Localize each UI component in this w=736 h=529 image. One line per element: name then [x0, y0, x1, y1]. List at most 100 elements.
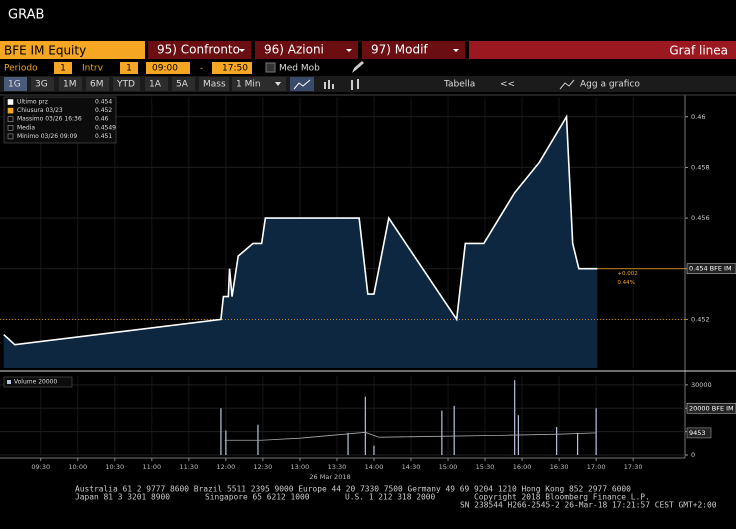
- interval-box[interactable]: [120, 62, 138, 74]
- dropdown-arrow: [346, 49, 352, 52]
- period-box[interactable]: [54, 62, 72, 74]
- add-to-chart-button[interactable]: Agg a grafico: [580, 80, 640, 90]
- menu-button-label[interactable]: 95) Confronto: [157, 43, 240, 57]
- volume-legend-box: [3, 376, 73, 388]
- dropdown-arrow: [453, 49, 459, 52]
- x-tick-label: 11:30: [179, 463, 198, 471]
- legend-label: Media: [17, 124, 35, 131]
- back-button[interactable]: <<: [500, 80, 515, 90]
- legend-value: 0.451: [95, 133, 112, 140]
- x-tick-label: 14:00: [365, 463, 384, 471]
- bar-icon[interactable]: [324, 80, 334, 89]
- view-bar: [469, 41, 736, 59]
- y-tick-label-highlight: 0.454 BFE IM: [689, 265, 732, 273]
- range-button[interactable]: [31, 77, 54, 91]
- end-time[interactable]: 17:50: [222, 64, 248, 74]
- range-label[interactable]: 3G: [35, 80, 48, 90]
- menu-button-label[interactable]: 97) Modif: [371, 43, 428, 57]
- interval-value[interactable]: 1: [126, 64, 132, 74]
- change-label: +0.002: [617, 271, 637, 277]
- range-button[interactable]: [59, 77, 82, 91]
- range-button[interactable]: [145, 77, 168, 91]
- range-label[interactable]: 6M: [90, 80, 104, 90]
- interval-dropdown[interactable]: [232, 77, 286, 91]
- app-title: GRAB: [8, 8, 44, 23]
- range-label[interactable]: 1A: [149, 80, 162, 90]
- range-label[interactable]: YTD: [116, 80, 135, 90]
- x-tick-label: 15:30: [476, 463, 495, 471]
- y-tick-label: 0.456: [691, 214, 710, 222]
- x-tick-label: 13:30: [328, 463, 347, 471]
- interval-label: Intrv: [82, 64, 104, 74]
- interval-dropdown-label[interactable]: 1 Min: [236, 80, 261, 90]
- range-label[interactable]: 5A: [176, 80, 189, 90]
- security-field[interactable]: [0, 41, 145, 59]
- table-button[interactable]: Tabella: [443, 80, 475, 90]
- y-tick-label: 0: [691, 451, 695, 459]
- x-tick-label: 17:30: [624, 463, 643, 471]
- y-tick-label: 0.452: [691, 315, 710, 323]
- dropdown-arrow: [239, 49, 245, 52]
- chart-add-icon[interactable]: [559, 79, 575, 90]
- date-label: 26 Mar 2018: [309, 473, 350, 481]
- last-value-box: [686, 263, 736, 275]
- footer-us: U.S. 1 212 318 2000: [345, 493, 436, 502]
- menu-button[interactable]: [255, 41, 358, 59]
- line-chart-button[interactable]: [290, 77, 314, 91]
- legend-value: 0.46: [95, 116, 109, 123]
- range-button[interactable]: [172, 77, 195, 91]
- average-label: 9453: [689, 429, 706, 437]
- start-box[interactable]: [146, 62, 190, 74]
- x-tick-label: 15:00: [439, 463, 458, 471]
- line-chart-icon[interactable]: [293, 79, 311, 90]
- x-tick-label: 16:00: [513, 463, 532, 471]
- legend-value: 0.454: [95, 99, 112, 106]
- axis-panel: [685, 95, 736, 457]
- candle-icon[interactable]: [351, 79, 359, 90]
- legend-label: Minimo 03/26 09:09: [17, 133, 77, 140]
- footer-serial: SN 238544 H266-2545-2 26-Mar-18 17:21:57…: [460, 501, 717, 510]
- volume-average-line: [224, 431, 597, 441]
- range-label[interactable]: 1M: [63, 80, 77, 90]
- legend-box: [3, 96, 117, 144]
- last-value-box: [686, 402, 736, 414]
- volume-legend-label: Volume 20000: [14, 379, 57, 386]
- pencil-icon[interactable]: [352, 61, 364, 73]
- security-text[interactable]: BFE IM Equity: [4, 44, 86, 58]
- legend-swatch: [7, 99, 14, 105]
- x-tick-label: 11:00: [142, 463, 161, 471]
- checkbox[interactable]: [265, 62, 276, 73]
- footer-japan: Japan 81 3 3201 8900: [75, 493, 170, 502]
- x-tick-label: 10:00: [68, 463, 87, 471]
- legend-value: 0.4549: [95, 124, 116, 131]
- dropdown-arrow: [275, 82, 281, 86]
- menu-button[interactable]: [362, 41, 465, 59]
- x-tick-label: 16:30: [550, 463, 569, 471]
- range-button[interactable]: [86, 77, 109, 91]
- y-tick-label-highlight: 20000 BFE IM: [689, 404, 734, 412]
- range-button[interactable]: [4, 77, 27, 91]
- time-dash: -: [200, 64, 203, 74]
- range-label[interactable]: Mass: [203, 80, 226, 90]
- footer-singapore: Singapore 65 6212 1000: [205, 493, 310, 502]
- x-tick-label: 17:00: [587, 463, 606, 471]
- end-box[interactable]: [212, 62, 252, 74]
- legend-swatch: [7, 133, 14, 140]
- moving-average-label[interactable]: Med Mob: [279, 64, 320, 74]
- start-time[interactable]: 09:00: [152, 64, 178, 74]
- x-tick-label: 12:30: [254, 463, 273, 471]
- legend-label: Chiusura 03/23: [17, 107, 63, 114]
- range-label[interactable]: 1G: [8, 80, 21, 90]
- y-tick-label: 0.458: [691, 163, 710, 171]
- period-value[interactable]: 1: [60, 64, 66, 74]
- change-label: 0.44%: [617, 280, 634, 286]
- menu-button-label[interactable]: 96) Azioni: [264, 43, 324, 57]
- menu-button[interactable]: [148, 41, 251, 59]
- range-button[interactable]: [113, 77, 140, 91]
- legend-swatch: [7, 107, 14, 114]
- x-tick-label: 13:00: [291, 463, 310, 471]
- legend-swatch: [7, 116, 14, 122]
- footer-copyright: Copyright 2018 Bloomberg Finance L.P.: [474, 493, 650, 502]
- range-button[interactable]: [199, 77, 229, 91]
